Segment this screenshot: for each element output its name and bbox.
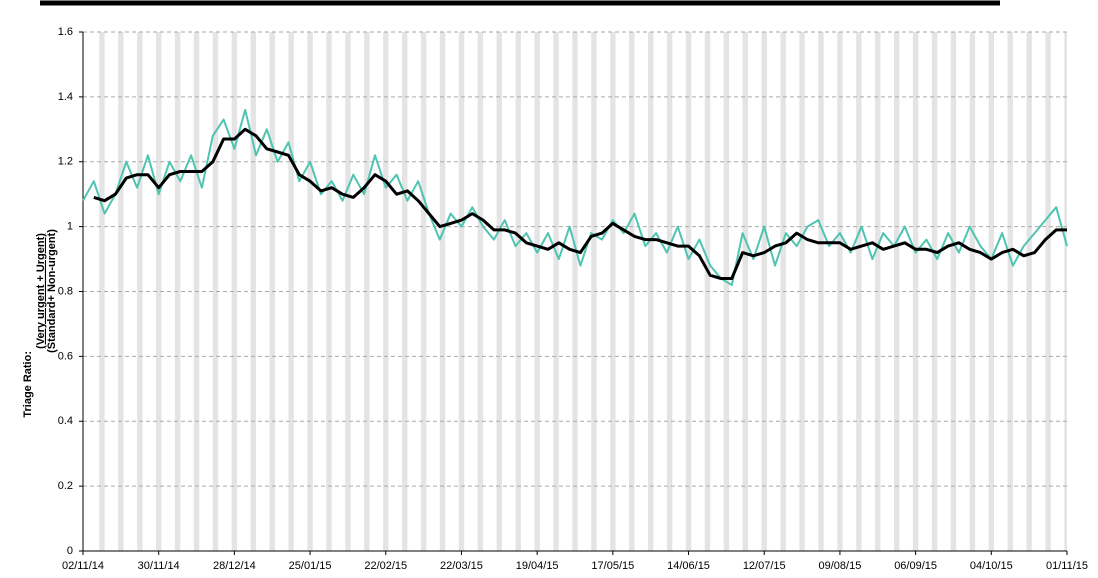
weekend-band	[231, 32, 238, 551]
weekend-band	[477, 32, 484, 551]
x-tick-label: 17/05/15	[591, 560, 634, 572]
y-label-numerator: (Very urgent + Urgent)	[35, 233, 47, 349]
x-tick-label: 06/09/15	[894, 560, 937, 572]
weekend-band	[912, 32, 919, 551]
series-line	[82, 108, 1068, 286]
weekend-band	[534, 32, 540, 551]
y-tick-label: 0.8	[58, 285, 73, 297]
weekend-band	[988, 32, 995, 551]
x-tick-label: 25/01/15	[289, 560, 332, 572]
weekend-band	[931, 32, 938, 551]
weekend-band	[99, 32, 105, 551]
weekend-band	[553, 32, 559, 551]
weekend-band	[723, 32, 730, 551]
weekend-band	[212, 32, 219, 551]
x-tick-label: 09/08/15	[819, 560, 862, 572]
x-tick-label: 30/11/14	[138, 560, 180, 572]
weekend-band	[288, 32, 294, 551]
weekend-band	[401, 32, 408, 551]
x-tick-label: 02/11/14	[62, 560, 104, 572]
y-label-denominator: (Standard+ Non-urgent)	[46, 229, 58, 353]
y-tick-label: 0.2	[58, 480, 73, 492]
x-tick-label: 14/06/15	[667, 560, 710, 572]
weekend-band	[345, 32, 351, 551]
y-tick-label: 1.6	[58, 26, 73, 38]
weekend-band	[856, 32, 862, 551]
weekend-band	[666, 32, 673, 551]
weekend-band	[799, 32, 805, 551]
y-tick-label: 0	[67, 545, 73, 557]
y-label-prefix: Triage Ratio:	[22, 351, 34, 418]
y-tick-label: 1	[67, 221, 73, 233]
weekend-band	[1045, 32, 1051, 551]
weekend-band	[742, 32, 749, 551]
y-tick-label: 1.2	[58, 156, 73, 168]
y-tick-label: 0.6	[58, 350, 73, 362]
x-tick-label: 28/12/14	[213, 560, 256, 572]
x-tick-label: 19/04/15	[516, 560, 559, 572]
x-tick-label: 12/07/15	[743, 560, 786, 572]
weekend-band	[420, 32, 427, 551]
x-tick-label: 01/11/15	[1046, 560, 1088, 572]
y-tick-label: 1.4	[58, 91, 73, 103]
x-tick-label: 22/02/15	[364, 560, 407, 572]
weekend-band	[610, 32, 616, 551]
weekend-band	[591, 32, 597, 551]
weekend-band	[155, 32, 162, 551]
plot-area: 0 0.2 0.4 0.6 0.8 1 1.2 1.4 1.6 02/11/14 30/11/14 2…	[58, 26, 1088, 572]
x-tick-label: 22/03/15	[440, 560, 483, 572]
series-line	[93, 127, 1067, 280]
y-tick-label: 0.4	[58, 415, 73, 427]
x-tick-label: 04/10/15	[970, 560, 1013, 572]
y-axis-label: Triage Ratio: (Very urgent + Urgent) (St…	[22, 229, 58, 418]
